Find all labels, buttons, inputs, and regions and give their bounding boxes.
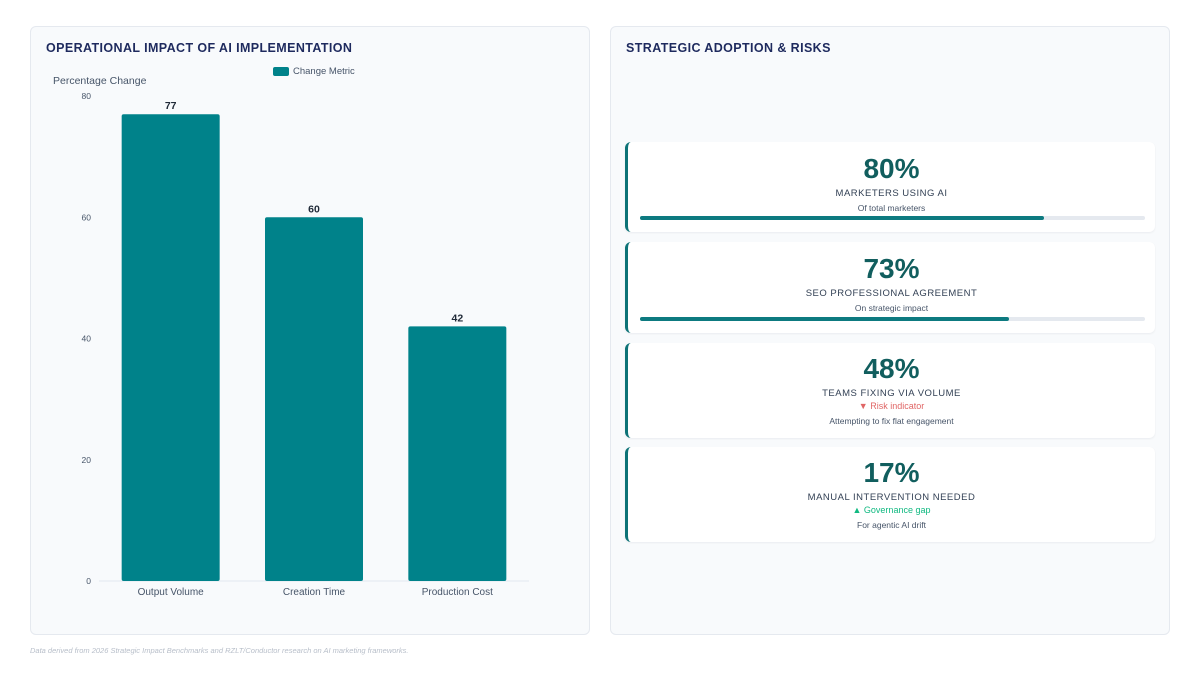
stat-value: 80% (863, 153, 920, 184)
panel-title: OPERATIONAL IMPACT OF AI IMPLEMENTATION (46, 41, 353, 55)
panel-title: STRATEGIC ADOPTION & RISKS (626, 41, 831, 55)
progress-track (640, 216, 1145, 220)
stat-subtext: On strategic impact (854, 303, 929, 313)
stat-card-seo: 73% SEO PROFESSIONAL AGREEMENT On strate… (625, 242, 1155, 333)
stat-card-teams: 48% TEAMS FIXING VIA VOLUME ▼ Risk indic… (625, 343, 1155, 438)
progress-fill (640, 216, 1044, 220)
bar-output-volume (121, 114, 220, 581)
y-tick-label: 20 (82, 455, 92, 465)
x-tick-label: Production Cost (422, 587, 493, 598)
stat-subtext: Attempting to fix flat engagement (829, 416, 954, 426)
stat-card-manual: 17% MANUAL INTERVENTION NEEDED ▲ Governa… (625, 447, 1155, 542)
data-label: 42 (451, 312, 463, 324)
stat-label: MANUAL INTERVENTION NEEDED (807, 492, 976, 503)
stat-value: 48% (863, 353, 920, 384)
y-tick-label: 40 (82, 334, 92, 344)
data-label: 77 (165, 100, 177, 112)
x-tick-label: Creation Time (283, 587, 346, 598)
stat-label: SEO PROFESSIONAL AGREEMENT (805, 288, 978, 299)
stat-label: MARKETERS USING AI (835, 188, 948, 199)
progress-fill (640, 317, 1009, 321)
x-tick-label: Output Volume (138, 587, 205, 598)
y-tick-label: 80 (82, 91, 92, 101)
legend-label: Change Metric (293, 66, 355, 77)
stat-card-marketers: 80% MARKETERS USING AI Of total marketer… (625, 142, 1155, 232)
y-axis-label: Percentage Change (53, 75, 147, 87)
bar-chart: 0 20 40 60 80 77 Output Volume 60 Creation Time 4… (82, 91, 529, 598)
progress-track (640, 317, 1145, 321)
bar-production-cost (408, 326, 507, 581)
stat-value: 73% (863, 253, 920, 284)
strategic-adoption-panel: STRATEGIC ADOPTION & RISKS 80% MARKETERS… (610, 26, 1170, 635)
y-tick-label: 60 (82, 212, 92, 222)
stat-label: TEAMS FIXING VIA VOLUME (822, 388, 961, 399)
footnote: Data derived from 2026 Strategic Impact … (30, 646, 409, 655)
chart-legend[interactable]: Change Metric (273, 66, 355, 77)
y-tick-label: 0 (86, 576, 91, 586)
stat-value: 17% (863, 457, 920, 488)
data-label: 60 (308, 203, 320, 215)
legend-swatch (273, 67, 289, 76)
operational-impact-panel: OPERATIONAL IMPACT OF AI IMPLEMENTATION … (30, 26, 590, 635)
stat-subtext: Of total marketers (857, 203, 926, 213)
governance-indicator: ▲ Governance gap (852, 505, 931, 515)
bar-creation-time (265, 217, 363, 581)
stat-subtext: For agentic AI drift (857, 520, 926, 530)
risk-indicator: ▼ Risk indicator (858, 401, 925, 411)
